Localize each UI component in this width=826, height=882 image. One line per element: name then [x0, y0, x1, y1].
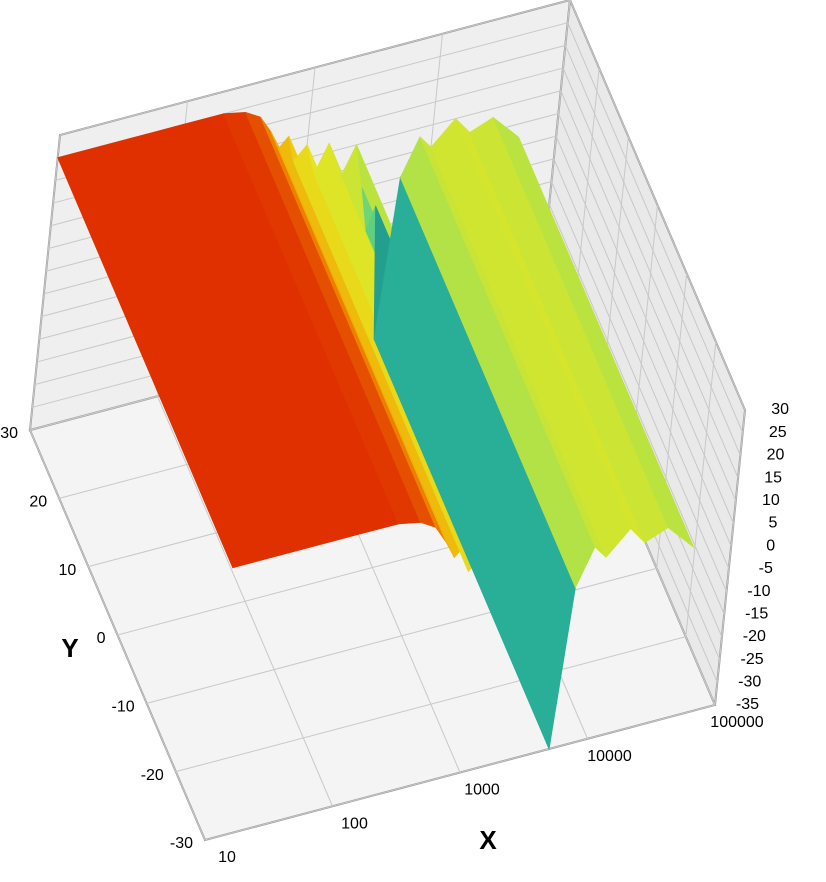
z-tick-label: -10	[747, 583, 770, 600]
surface	[57, 111, 695, 751]
x-grid-wall	[29, 134, 61, 431]
z-grid-right	[569, 0, 746, 411]
z-grid-right	[555, 135, 732, 547]
y-tick-label: 30	[0, 425, 18, 442]
z-tick-label: -25	[740, 651, 763, 668]
z-grid-right	[564, 45, 741, 456]
z-grid-right	[551, 181, 727, 592]
z-tick-label: -20	[743, 628, 766, 645]
z-tick-label: 15	[764, 469, 782, 486]
z-grid-back	[59, 0, 571, 136]
z-tick-label: 10	[762, 492, 780, 509]
y-grid-wall	[685, 341, 717, 637]
x-tick-label: 100000	[710, 714, 763, 731]
y-grid-wall	[714, 409, 746, 706]
z-grid-right	[548, 204, 725, 615]
surface-strip	[492, 116, 695, 549]
z-grid-right	[553, 158, 730, 570]
y-grid-floor	[175, 636, 686, 773]
y-tick-label: 0	[97, 630, 106, 647]
x-tick-label: 10000	[587, 748, 632, 765]
z-tick-label: 0	[766, 537, 775, 554]
z-tick-label: -5	[759, 560, 773, 577]
z-tick-label: -15	[745, 605, 768, 622]
y-tick-label: -10	[112, 699, 135, 716]
z-tick-label: 25	[769, 424, 787, 441]
y-tick-label: 10	[59, 562, 77, 579]
y-tick-label: 20	[29, 494, 47, 511]
z-grid-right	[567, 22, 744, 433]
y-tick-label: -30	[170, 835, 193, 852]
y-axis-title: Y	[61, 633, 78, 663]
z-tick-label: 30	[771, 401, 789, 418]
z-grid-right	[560, 90, 737, 501]
z-grid-right	[558, 113, 734, 524]
x-tick-label: 100	[341, 815, 368, 832]
z-tick-label: -30	[738, 674, 761, 691]
z-tick-label: 20	[767, 447, 785, 464]
labels: X Y 10100100010000100000-30-20-100102030…	[0, 401, 789, 866]
z-grid-right	[562, 67, 739, 479]
y-grid-floor	[204, 704, 716, 841]
z-tick-label: -35	[736, 696, 759, 713]
z-tick-label: 5	[769, 515, 778, 532]
x-axis-title: X	[479, 825, 497, 855]
y-tick-label: -20	[141, 767, 164, 784]
x-tick-label: 1000	[464, 782, 500, 799]
x-tick-label: 10	[218, 849, 236, 866]
